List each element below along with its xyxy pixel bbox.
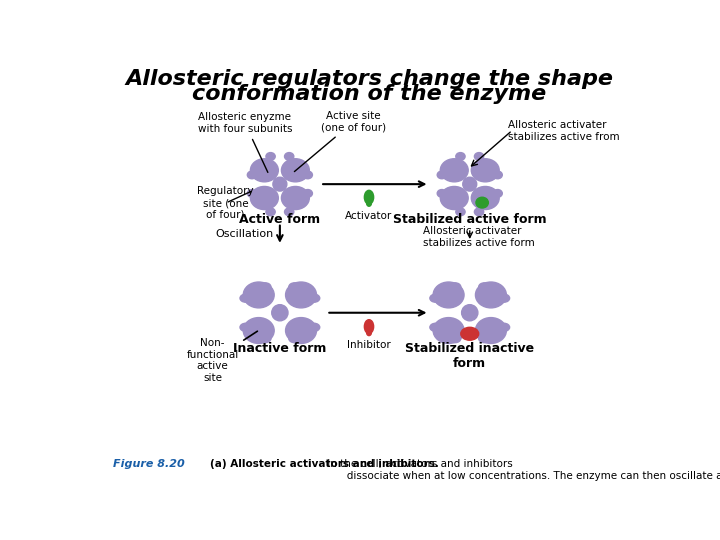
Text: Allosteric enyzme
with four subunits: Allosteric enyzme with four subunits [198,112,292,172]
Ellipse shape [476,197,488,208]
Ellipse shape [441,186,468,210]
Ellipse shape [364,320,374,334]
Ellipse shape [308,294,320,302]
Ellipse shape [248,190,256,197]
Ellipse shape [433,318,464,343]
Ellipse shape [474,153,484,160]
Ellipse shape [479,283,490,291]
Ellipse shape [251,159,279,182]
Ellipse shape [240,294,251,302]
Ellipse shape [449,335,461,343]
Ellipse shape [266,153,275,160]
Ellipse shape [456,153,465,160]
Ellipse shape [498,294,510,302]
Ellipse shape [475,282,506,308]
Ellipse shape [430,323,441,332]
Ellipse shape [248,171,256,179]
Ellipse shape [449,283,461,291]
Ellipse shape [366,330,372,335]
Text: Active site
(one of four): Active site (one of four) [294,111,386,172]
Ellipse shape [456,208,465,215]
Ellipse shape [243,318,274,343]
Ellipse shape [243,282,274,308]
Ellipse shape [498,323,510,332]
Ellipse shape [308,323,320,332]
Ellipse shape [433,282,464,308]
Ellipse shape [286,282,317,308]
Text: Allosteric activater
stabilizes active from: Allosteric activater stabilizes active f… [508,120,620,142]
Ellipse shape [282,159,310,182]
Ellipse shape [437,190,446,197]
Ellipse shape [474,208,484,215]
Text: Inhibitor: Inhibitor [347,340,391,350]
Ellipse shape [286,318,317,343]
Text: Allosteric activater
stabilizes active form: Allosteric activater stabilizes active f… [423,226,535,248]
Ellipse shape [430,294,441,302]
Text: Non-
functional
active
site: Non- functional active site [186,331,258,383]
Text: Allosteric regulators change the shape: Allosteric regulators change the shape [125,69,613,89]
Ellipse shape [271,305,288,321]
Ellipse shape [463,177,477,191]
Text: In the cell, activators and inhibitors
       dissociate when at low concentrati: In the cell, activators and inhibitors d… [324,459,720,481]
Ellipse shape [493,190,503,197]
Ellipse shape [284,208,294,215]
Ellipse shape [259,283,271,291]
Ellipse shape [366,201,372,206]
Text: Inactive form: Inactive form [233,342,327,355]
Ellipse shape [259,335,271,343]
Ellipse shape [437,171,446,179]
Ellipse shape [472,159,499,182]
Ellipse shape [475,318,506,343]
Ellipse shape [303,190,312,197]
Ellipse shape [251,186,279,210]
Text: conformation of the enzyme: conformation of the enzyme [192,84,546,104]
Ellipse shape [273,177,287,191]
Ellipse shape [364,190,374,204]
Ellipse shape [240,323,251,332]
Ellipse shape [461,327,479,340]
Ellipse shape [282,186,310,210]
Text: Oscillation: Oscillation [215,229,274,239]
Ellipse shape [289,283,300,291]
Ellipse shape [266,208,275,215]
Text: Activator: Activator [346,211,392,221]
Text: Figure 8.20: Figure 8.20 [113,459,185,469]
Ellipse shape [289,335,300,343]
Ellipse shape [462,305,478,321]
Ellipse shape [303,171,312,179]
Text: Active form: Active form [239,213,320,226]
Text: Stabilized active form: Stabilized active form [393,213,546,226]
Ellipse shape [479,335,490,343]
Ellipse shape [441,159,468,182]
Text: Regulatory
site (one
of four): Regulatory site (one of four) [197,186,254,220]
Ellipse shape [472,186,499,210]
Ellipse shape [493,171,503,179]
Text: (a) Allosteric activators and inhibitors.: (a) Allosteric activators and inhibitors… [210,459,439,469]
Text: Stabilized inactive
form: Stabilized inactive form [405,342,534,370]
Ellipse shape [284,153,294,160]
